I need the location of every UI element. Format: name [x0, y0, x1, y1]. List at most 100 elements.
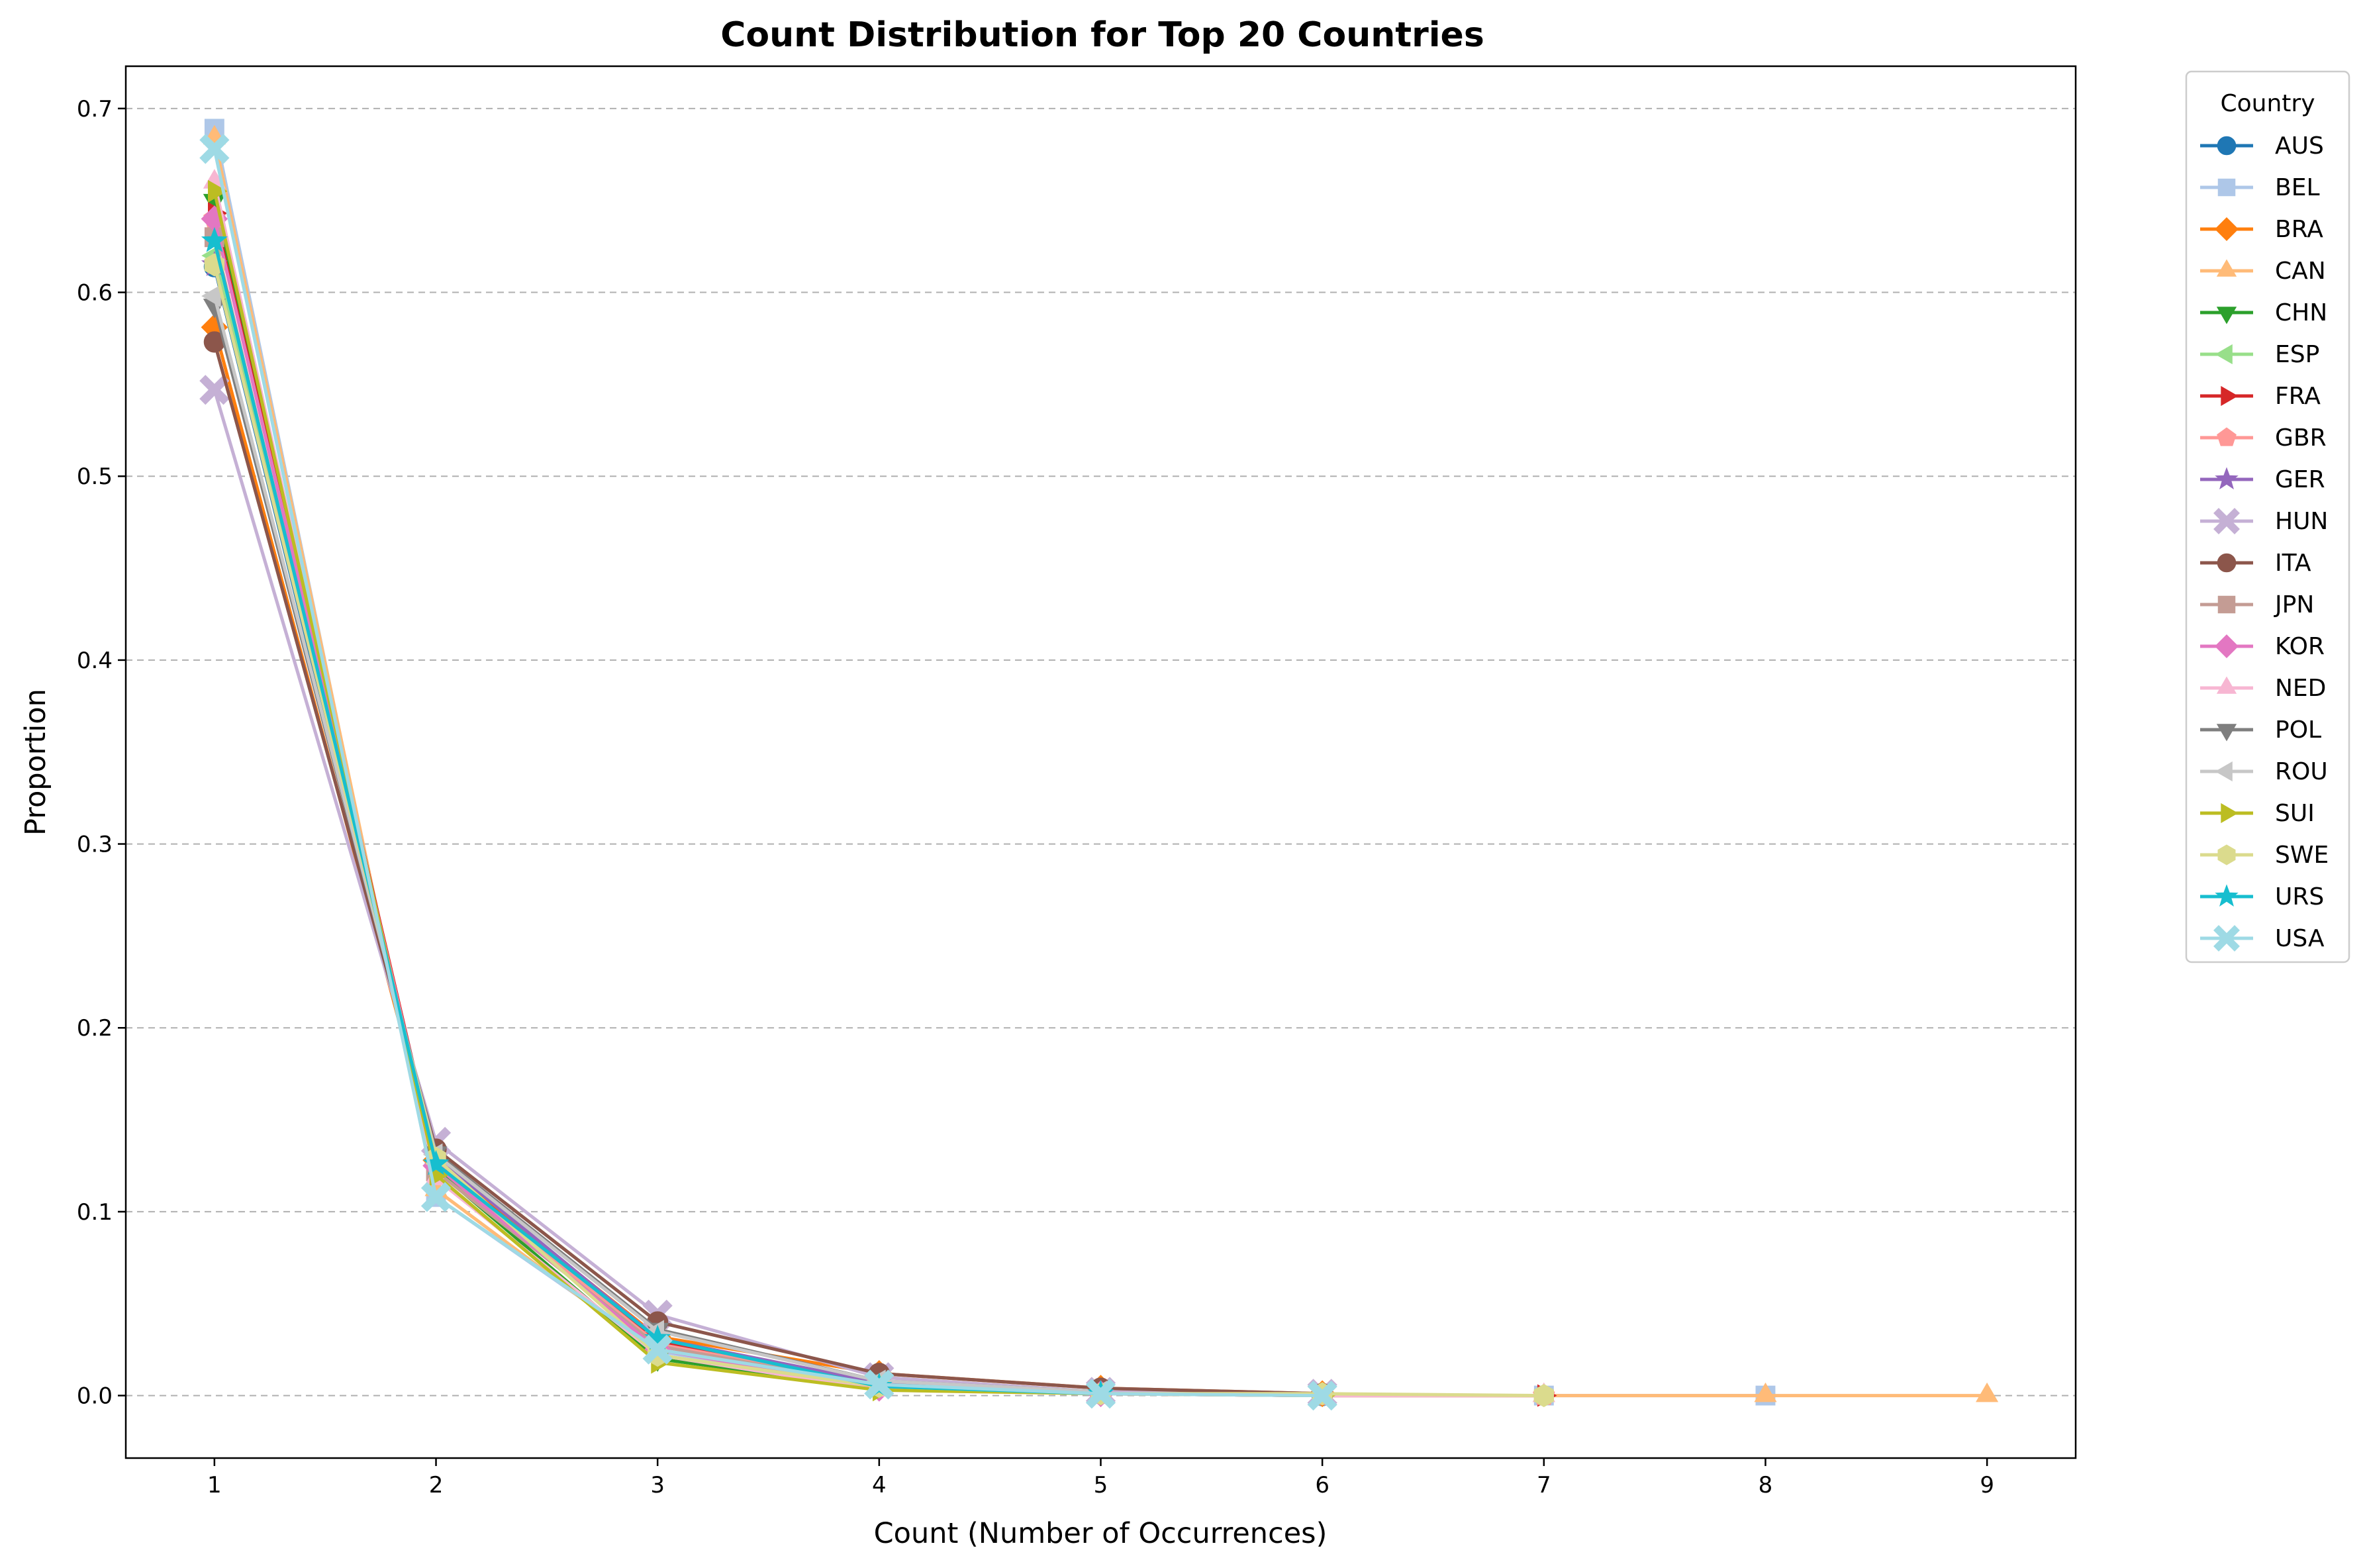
- data-point-usa: [864, 1369, 894, 1400]
- legend-label: HUN: [2275, 508, 2328, 535]
- legend: Country AUS BEL BRA CAN CHN ESP FRA GBR GER HUN IT…: [2185, 70, 2350, 963]
- legend-item-ita: ITA: [2200, 550, 2311, 577]
- legend-marker: [2215, 634, 2239, 658]
- legend-marker: [2215, 467, 2239, 490]
- legend-item-can: CAN: [2200, 258, 2326, 285]
- legend-item-fra: FRA: [2200, 383, 2321, 410]
- data-point-usa: [642, 1334, 673, 1365]
- y-tick-label: 0.5: [77, 464, 113, 490]
- legend-label: KOR: [2275, 633, 2325, 660]
- legend-marker: [2216, 307, 2237, 324]
- series-layer: [199, 119, 1999, 1411]
- x-axis-label: Count (Number of Occurrences): [874, 1517, 1328, 1550]
- legend-marker: [2215, 344, 2233, 365]
- x-tick-label: 3: [650, 1472, 665, 1498]
- legend-label: FRA: [2275, 383, 2321, 410]
- data-point-sui: [208, 179, 228, 203]
- y-tick-label: 0.2: [77, 1015, 113, 1042]
- legend-label: JPN: [2274, 591, 2314, 618]
- legend-marker: [2216, 259, 2237, 277]
- legend-label: GER: [2275, 466, 2325, 493]
- legend-label: BEL: [2275, 174, 2320, 201]
- legend-label: ESP: [2275, 341, 2319, 368]
- legend-item-bra: BRA: [2200, 216, 2323, 243]
- y-tick-label: 0.7: [77, 96, 113, 122]
- legend-item-jpn: JPN: [2200, 591, 2314, 618]
- legend-item-ned: NED: [2200, 675, 2326, 702]
- legend-marker: [2217, 178, 2236, 197]
- legend-marker: [2221, 385, 2239, 407]
- data-point-can: [1754, 1382, 1777, 1402]
- legend-marker: [2215, 884, 2239, 907]
- legend-label: USA: [2275, 925, 2325, 952]
- x-axis: 1 2 3 4 5 6 7 8 9: [207, 1458, 1994, 1498]
- legend-label: URS: [2275, 883, 2324, 910]
- legend-label: AUS: [2275, 132, 2324, 160]
- legend-item-kor: KOR: [2200, 633, 2325, 660]
- data-point-urs: [201, 226, 228, 252]
- legend-label: ITA: [2275, 550, 2311, 577]
- data-point-usa: [1307, 1380, 1337, 1411]
- data-point-hun: [199, 375, 230, 405]
- y-axis: 0.0 0.1 0.2 0.3 0.4 0.5 0.6 0.7: [77, 96, 126, 1410]
- legend-label: ROU: [2275, 758, 2328, 785]
- x-tick-label: 1: [207, 1472, 222, 1498]
- legend-item-gbr: GBR: [2200, 424, 2327, 452]
- legend-label: CHN: [2275, 299, 2327, 326]
- x-tick-label: 2: [429, 1472, 444, 1498]
- y-axis-label: Proportion: [19, 689, 52, 836]
- legend-item-ger: GER: [2200, 466, 2325, 493]
- legend-item-chn: CHN: [2200, 299, 2327, 326]
- y-tick-label: 0.1: [77, 1199, 113, 1226]
- legend-marker: [2217, 844, 2236, 865]
- legend-label: SUI: [2275, 800, 2315, 827]
- legend-marker: [2216, 724, 2237, 742]
- legend-label: CAN: [2275, 258, 2326, 285]
- legend-marker: [2217, 427, 2237, 446]
- x-tick-label: 7: [1537, 1472, 1551, 1498]
- legend-item-bel: BEL: [2200, 174, 2320, 201]
- legend-marker: [2215, 761, 2233, 782]
- series-line-usa: [213, 148, 1323, 1398]
- legend-label: POL: [2275, 716, 2321, 744]
- x-tick-label: 4: [872, 1472, 887, 1498]
- legend-item-aus: AUS: [2200, 132, 2324, 160]
- legend-item-usa: USA: [2200, 925, 2325, 952]
- legend-marker: [2216, 676, 2237, 694]
- x-tick-label: 8: [1759, 1472, 1773, 1498]
- legend-marker: [2213, 508, 2240, 534]
- x-tick-label: 6: [1315, 1472, 1329, 1498]
- legend-item-pol: POL: [2200, 716, 2321, 744]
- legend-item-urs: URS: [2200, 883, 2324, 910]
- legend-label: GBR: [2275, 424, 2327, 452]
- legend-marker: [2215, 217, 2239, 241]
- legend-marker: [2217, 553, 2237, 573]
- legend-item-sui: SUI: [2200, 800, 2315, 827]
- x-tick-label: 5: [1094, 1472, 1108, 1498]
- legend-marker: [2213, 925, 2240, 952]
- legend-marker: [2221, 803, 2239, 824]
- y-tick-label: 0.3: [77, 832, 113, 858]
- data-point-usa: [420, 1182, 452, 1212]
- data-point-swe: [1533, 1384, 1554, 1408]
- legend-marker: [2217, 136, 2237, 156]
- legend-marker: [2217, 595, 2236, 614]
- x-tick-label: 9: [1980, 1472, 1994, 1498]
- data-point-usa: [1085, 1379, 1116, 1409]
- legend-item-hun: HUN: [2200, 508, 2328, 535]
- chart-title: Count Distribution for Top 20 Countries: [720, 15, 1484, 55]
- series-usa: [199, 134, 1337, 1411]
- y-tick-label: 0.6: [77, 280, 113, 307]
- legend-item-esp: ESP: [2200, 341, 2319, 368]
- y-tick-label: 0.4: [77, 648, 113, 674]
- legend-label: NED: [2275, 675, 2326, 702]
- data-point-can: [1976, 1382, 1999, 1402]
- legend-label: SWE: [2275, 842, 2329, 869]
- legend-item-rou: ROU: [2200, 758, 2328, 785]
- legend-title: Country: [2220, 90, 2315, 117]
- legend-label: BRA: [2275, 216, 2323, 243]
- data-point-usa: [199, 134, 230, 164]
- y-tick-label: 0.0: [77, 1383, 113, 1410]
- legend-item-swe: SWE: [2200, 842, 2329, 869]
